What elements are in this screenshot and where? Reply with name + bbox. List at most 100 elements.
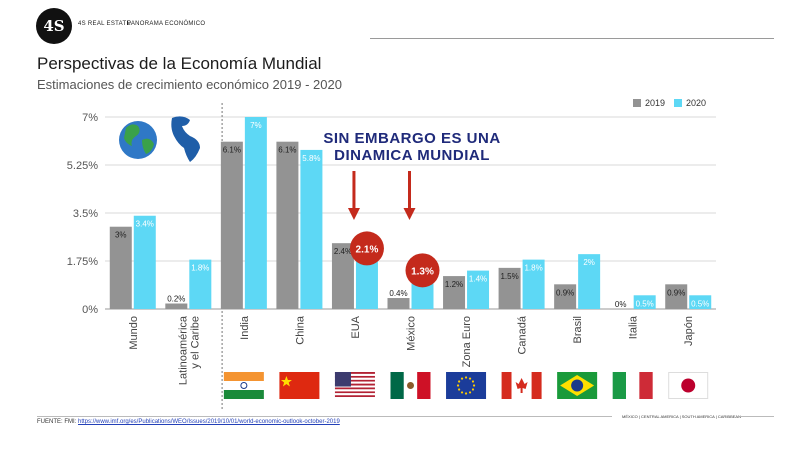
flag-part <box>468 377 472 380</box>
bar-2020 <box>244 117 267 309</box>
flag-part <box>668 372 709 399</box>
category-label-line: y el Caribe <box>189 316 201 369</box>
flag-part <box>460 391 464 394</box>
bar-2020 <box>133 215 156 309</box>
flag-part <box>471 388 475 391</box>
highlight-circle <box>349 231 384 266</box>
category-label: Zona Euro <box>461 316 473 367</box>
category-label: Mundo <box>128 316 140 350</box>
data-label-2019: 0.2% <box>167 295 185 304</box>
flag-part <box>223 381 264 390</box>
data-label-2019: 6.1% <box>278 146 296 155</box>
flag-part <box>223 372 264 381</box>
category-label: EUA <box>350 315 362 338</box>
flag-part <box>464 392 468 395</box>
flag-part <box>501 372 512 399</box>
footer-source-link[interactable]: https://www.imf.org/es/Publications/WEO/… <box>78 419 340 425</box>
y-tick-label: 0% <box>82 304 98 316</box>
flag-china-icon <box>279 372 320 399</box>
legend-swatch-2019 <box>633 99 641 107</box>
footer-divider-right <box>740 416 774 417</box>
flag-part <box>223 390 264 399</box>
highlight-circle <box>405 253 440 288</box>
bar-2019 <box>498 267 521 309</box>
americas-map-icon <box>171 116 200 162</box>
category-label-line: Mundo <box>128 316 140 350</box>
legend-label-2019: 2019 <box>645 98 666 108</box>
flag-part <box>515 378 528 393</box>
logo-text: 4S <box>43 17 65 35</box>
flag-part <box>390 372 404 399</box>
data-label-2019: 0.9% <box>556 288 574 297</box>
bar-2019 <box>220 141 243 309</box>
flag-india-icon <box>223 372 264 399</box>
bar-2020 <box>578 254 601 309</box>
arrow-head <box>403 208 416 220</box>
flag-eua-icon <box>334 372 375 399</box>
bar-2020 <box>355 251 378 309</box>
legend-item-2020: 2020 <box>674 98 706 108</box>
footer-source: FUENTE: FMI: https://www.imf.org/es/Publ… <box>37 419 340 425</box>
bar-2019 <box>276 141 299 309</box>
y-tick-label: 1.75% <box>67 256 98 268</box>
flag-part <box>407 382 414 389</box>
y-tick-label: 3.5% <box>73 208 98 220</box>
data-label-2020: 1.4% <box>469 275 487 284</box>
flag-eu-icon <box>446 372 487 399</box>
data-label-2019: 2.4% <box>334 247 352 256</box>
flag-part <box>334 391 375 394</box>
flag-part <box>334 385 375 388</box>
bar-2020 <box>300 149 323 309</box>
flag-part <box>334 397 375 399</box>
flag-part <box>334 393 375 396</box>
category-label-line: Japón <box>683 316 695 346</box>
flag-part <box>334 372 375 374</box>
bar-2020 <box>522 259 545 309</box>
bar-2019 <box>331 243 354 309</box>
flag-part <box>460 377 464 380</box>
page-subtitle: Estimaciones de crecimiento económico 20… <box>37 77 342 92</box>
flag-mexico-icon <box>390 372 431 399</box>
section-name: PANORAMA ECONÓMICO <box>127 21 206 27</box>
flag-part <box>334 381 375 384</box>
company-logo: 4S <box>36 8 72 44</box>
category-label-line: Latinoamérica <box>177 315 189 385</box>
flag-part <box>464 376 468 379</box>
footer-regions: MÉXICO | CENTRAL AMERICA | SOUTH AMERICA… <box>622 414 741 419</box>
flag-part <box>334 373 375 376</box>
flag-part <box>334 375 375 378</box>
flag-part <box>571 379 584 392</box>
data-label-2019: 0.4% <box>389 289 407 298</box>
flag-part <box>334 387 375 390</box>
footer-divider <box>37 416 612 417</box>
callout-line-1: SIN EMBARGO ES UNA <box>323 130 500 147</box>
globe-icon <box>119 121 157 159</box>
flag-part <box>612 372 627 399</box>
data-label-2020: 0.5% <box>691 299 709 308</box>
map-shape <box>171 116 200 162</box>
data-label-2019: 0.9% <box>667 288 685 297</box>
category-label: China <box>294 315 306 345</box>
bar-2019 <box>109 226 132 309</box>
data-label-2020: 5.8% <box>302 154 320 163</box>
data-label-2020: 0.5% <box>636 299 654 308</box>
category-label-line: Zona Euro <box>461 316 473 367</box>
header-divider <box>370 38 774 39</box>
flag-part <box>626 372 640 399</box>
legend-item-2019: 2019 <box>633 98 665 108</box>
category-label: Brasil <box>572 316 584 344</box>
flag-part <box>334 379 375 382</box>
category-label: Latinoamérica y el Caribe <box>177 315 201 385</box>
arrow-head <box>347 208 360 220</box>
footer-source-label: FUENTE: FMI: <box>37 419 78 425</box>
globe-land <box>124 124 154 154</box>
flag-japan-icon <box>668 372 709 399</box>
flag-part <box>417 372 431 399</box>
flag-canada-icon <box>501 372 542 399</box>
data-label-2020: 3.4% <box>136 220 154 229</box>
flag-italia-icon <box>612 372 653 399</box>
bar-2020 <box>189 259 212 309</box>
category-label-line: México <box>406 316 418 351</box>
bar-2019 <box>165 303 188 309</box>
